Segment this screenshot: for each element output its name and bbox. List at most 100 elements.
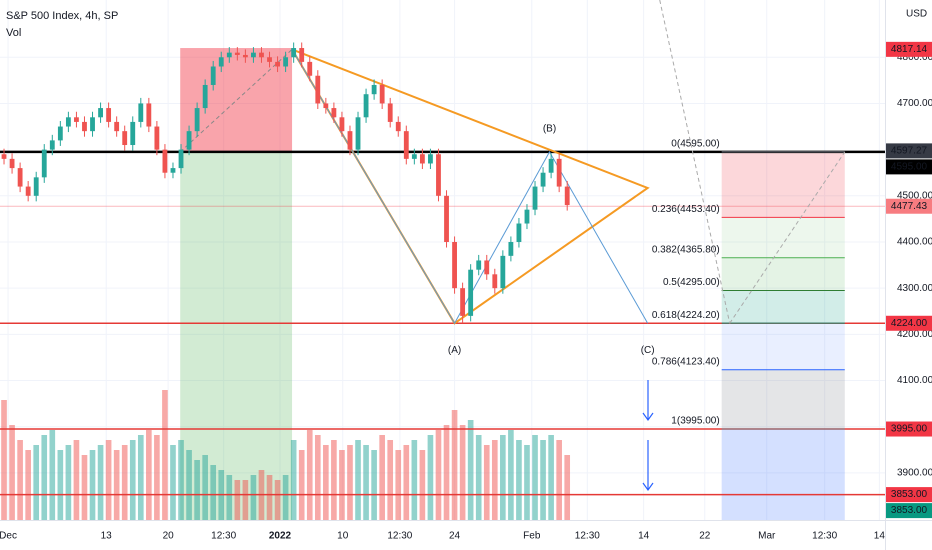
volume-bar <box>419 450 426 520</box>
fib-zone <box>721 429 845 520</box>
x-tick-label: 14 <box>874 531 886 542</box>
x-tick-label: 10 <box>337 531 349 542</box>
candle-body <box>444 195 449 242</box>
price-badge <box>886 198 932 214</box>
price-badge-label: 4224.00 <box>891 318 928 329</box>
plot: 0(4595.00) 0.236(4453.40) 0.382(4365.80) 0.… <box>0 0 885 521</box>
volume-bar <box>65 445 72 520</box>
candle-body <box>41 149 47 178</box>
candle-body <box>114 121 120 132</box>
candle-body <box>1 154 7 159</box>
wave-label: (C) <box>641 345 655 356</box>
volume-bar <box>17 440 23 520</box>
x-tick-label: 12:30 <box>812 531 837 542</box>
fib-zone <box>721 290 845 324</box>
candle-body <box>283 57 289 67</box>
x-tick-label: 24 <box>449 531 461 542</box>
trend-line <box>179 49 293 153</box>
volume-bar <box>532 435 538 520</box>
volume-bar <box>411 440 418 520</box>
candle-body <box>339 117 345 132</box>
candle-body <box>9 158 15 169</box>
arrows <box>642 380 654 492</box>
volume-bar <box>274 480 281 520</box>
candle-body <box>242 54 248 58</box>
volume-bar <box>226 475 233 520</box>
candle-body <box>90 117 95 132</box>
fib-label: 0.618(4224.20) <box>652 310 720 321</box>
volume-bar <box>137 435 144 520</box>
volume-bar <box>306 430 313 520</box>
candle-body <box>347 131 353 150</box>
x-tick-label: Mar <box>758 531 776 542</box>
candle-body <box>291 48 297 58</box>
candle-body <box>387 103 393 122</box>
candle-body <box>524 209 530 224</box>
arrow-head <box>642 412 654 422</box>
volume-bar <box>459 425 466 520</box>
volume-bar <box>483 445 490 520</box>
trend-line <box>659 0 731 324</box>
candle-body <box>540 172 546 187</box>
volume-bar <box>387 440 394 520</box>
volume-bar <box>347 445 353 520</box>
fib-zone <box>721 323 845 370</box>
fib-zone <box>721 217 845 258</box>
candle-body <box>49 140 55 150</box>
price-badge <box>886 503 932 519</box>
currency: USD <box>906 9 927 20</box>
fib-label: 1(3995.00) <box>671 416 719 427</box>
candle-body <box>460 288 466 316</box>
candle-body <box>403 131 409 159</box>
volume-bar <box>323 445 329 520</box>
candle-body <box>323 103 329 109</box>
candle-body <box>122 131 128 146</box>
volume-bar <box>435 430 442 520</box>
volume-bar <box>25 450 31 520</box>
candle-body <box>178 149 184 169</box>
candle-body <box>419 154 425 164</box>
candle-body <box>500 255 506 289</box>
volume-bar <box>250 475 257 520</box>
price-badge-label: 4817.14 <box>891 44 928 55</box>
volume-bar <box>451 410 458 520</box>
y-tick-label: 4800.00 <box>897 52 932 63</box>
volume-bar <box>339 450 345 520</box>
candle-body <box>468 269 474 316</box>
volume-bar <box>49 430 56 520</box>
volume-bar <box>363 445 369 520</box>
candle-body <box>33 177 39 196</box>
candle-body <box>218 57 224 67</box>
volume-bar <box>403 445 410 520</box>
arrow-head <box>642 482 654 492</box>
position-zone <box>180 151 293 521</box>
volume-bar <box>314 435 321 520</box>
volume-bar <box>379 435 385 520</box>
price-badge <box>886 159 932 175</box>
volume-bar <box>427 435 434 520</box>
price-badge-label: 3995.00 <box>891 424 928 435</box>
volume-bar <box>516 440 522 520</box>
candle-body <box>146 103 152 127</box>
wave-label: (A) <box>448 345 461 356</box>
volume-bar <box>266 475 273 520</box>
candle-body <box>363 94 369 118</box>
x-tick-label: 12:30 <box>387 531 412 542</box>
fib-label: 0.5(4295.00) <box>663 277 720 288</box>
candle-body <box>57 126 63 141</box>
candle-body <box>532 186 538 210</box>
volume-bar <box>500 435 506 520</box>
candle-body <box>162 149 168 173</box>
volume-bar <box>73 440 80 520</box>
volume-bar <box>355 440 361 520</box>
volume-bar <box>508 430 514 520</box>
candle-body <box>564 186 570 206</box>
candle-body <box>476 260 482 270</box>
candle-body <box>508 241 514 256</box>
candle-body <box>259 52 264 58</box>
price-badge <box>886 421 932 437</box>
candle-body <box>74 117 79 122</box>
price-badge-label: 4597.27 <box>891 146 928 157</box>
trend-line <box>729 151 846 324</box>
